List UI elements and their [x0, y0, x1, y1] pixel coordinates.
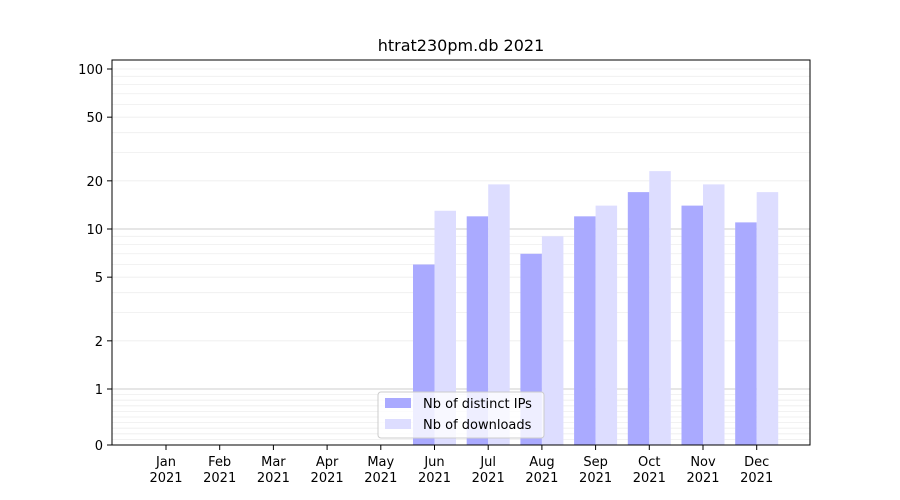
y-tick-label: 100 [78, 63, 103, 78]
x-tick-label-month: Oct [638, 455, 660, 470]
x-tick-label-month: Dec [744, 455, 769, 470]
bar-distinct-ips [466, 216, 489, 445]
x-tick-label-year: 2021 [686, 471, 719, 486]
bar-downloads [595, 205, 618, 445]
x-tick-label-month: May [367, 455, 394, 470]
y-tick-label: 0 [95, 439, 103, 454]
bar-distinct-ips [627, 192, 650, 445]
x-tick-label-year: 2021 [633, 471, 666, 486]
x-tick-label-year: 2021 [472, 471, 505, 486]
y-tick-label: 1 [95, 383, 103, 398]
x-tick-label-month: Jul [479, 455, 496, 470]
bar-distinct-ips [681, 205, 703, 445]
x-tick-label-year: 2021 [364, 471, 397, 486]
x-tick-label-year: 2021 [579, 471, 612, 486]
bar-downloads [703, 184, 725, 446]
plot-frame [111, 59, 811, 446]
bar-downloads [541, 236, 564, 445]
y-tick-label: 2 [95, 335, 103, 350]
x-tick-label-year: 2021 [418, 471, 451, 486]
y-tick-label: 50 [86, 111, 103, 126]
x-tick-label-month: Sep [583, 455, 608, 470]
x-tick-label-month: Apr [316, 455, 339, 470]
x-tick-label-year: 2021 [525, 471, 558, 486]
x-tick-label-year: 2021 [203, 471, 236, 486]
x-tick-label-month: Jan [155, 455, 176, 470]
x-tick-label-year: 2021 [149, 471, 182, 486]
x-tick-label-month: Jun [423, 455, 444, 470]
y-tick-label: 10 [86, 223, 103, 238]
legend-swatch-distinct-ips [385, 398, 411, 408]
chart-title: htrat230pm.db 2021 [378, 36, 545, 55]
legend-box [377, 391, 545, 439]
x-tick-label-month: Aug [529, 455, 554, 470]
x-tick-label-year: 2021 [740, 471, 773, 486]
legend-label-downloads: Nb of downloads [423, 418, 532, 433]
x-axis-ticks: Jan2021Feb2021Mar2021Apr2021May2021Jun20… [149, 445, 773, 486]
bar-downloads [756, 192, 779, 445]
x-tick-label-month: Nov [690, 455, 716, 470]
legend-label-distinct-ips: Nb of distinct IPs [423, 397, 532, 412]
bar-distinct-ips [735, 222, 757, 445]
x-tick-label-month: Feb [208, 455, 231, 470]
bar-downloads [649, 171, 671, 446]
y-axis-ticks: 0 1 2 5 10 20 50 100 [78, 63, 112, 454]
legend-swatch-downloads [385, 419, 411, 429]
y-tick-label: 20 [86, 175, 103, 190]
x-tick-label-year: 2021 [257, 471, 290, 486]
y-tick-label: 5 [95, 271, 103, 286]
bar-distinct-ips [574, 216, 596, 445]
x-tick-label-year: 2021 [311, 471, 344, 486]
legend: Nb of distinct IPs Nb of downloads [377, 391, 545, 439]
axes [111, 59, 811, 446]
bars [413, 171, 779, 446]
x-tick-label-month: Mar [261, 455, 286, 470]
bar-downloads [488, 184, 510, 446]
bar-downloads [434, 210, 456, 445]
